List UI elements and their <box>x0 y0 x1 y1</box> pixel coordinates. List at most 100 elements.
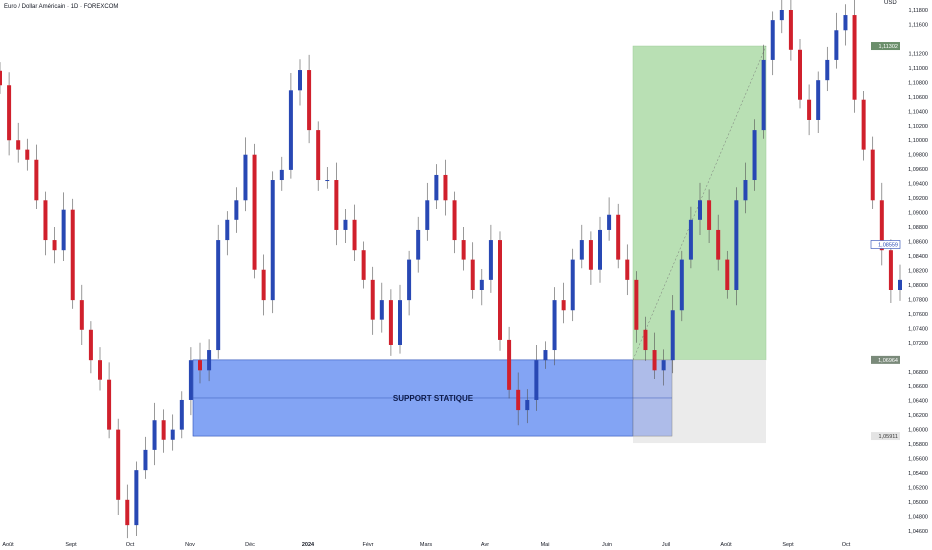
candle <box>870 136 875 209</box>
candle-body <box>661 360 666 371</box>
y-tick-label: 1,11000 <box>909 66 928 72</box>
candle <box>307 54 312 144</box>
y-tick-label: 1,09200 <box>908 196 928 202</box>
candle <box>443 159 448 216</box>
candle-body <box>579 240 584 260</box>
candle <box>661 349 666 386</box>
y-tick-label: 1,10400 <box>908 109 928 115</box>
candle <box>152 402 157 466</box>
candle-body <box>852 15 857 100</box>
candle <box>116 418 121 516</box>
candle <box>852 0 857 113</box>
candle-body <box>598 229 602 270</box>
candle <box>88 321 93 374</box>
candle <box>607 197 612 241</box>
candle-body <box>588 240 593 270</box>
candle-body <box>698 200 702 220</box>
y-tick-label: 1,09600 <box>908 167 928 173</box>
candle <box>252 143 257 279</box>
y-tick-label: 1,07800 <box>908 297 928 303</box>
candle-body <box>643 329 648 351</box>
candle <box>698 182 702 236</box>
candle-body <box>425 200 430 230</box>
candle <box>288 72 293 179</box>
candle <box>161 409 166 453</box>
candle <box>588 231 593 285</box>
candle-body <box>679 259 684 311</box>
candle <box>688 206 693 269</box>
candle <box>207 339 212 382</box>
x-tick-label: Oct <box>842 542 851 548</box>
candle <box>743 162 748 214</box>
current-price-label-bg <box>870 240 901 249</box>
candle-body <box>252 154 257 270</box>
price-axis: 1,11800 1,11600 1,11200 1,11000 1,10800 1,106… <box>908 8 928 535</box>
y-tick-label: 1,10200 <box>908 124 928 130</box>
candle-body <box>561 300 566 311</box>
candle <box>507 326 512 399</box>
candle-body <box>443 174 448 201</box>
candle <box>452 191 457 254</box>
candle-body <box>534 360 539 400</box>
candle <box>270 171 275 314</box>
candle-body <box>316 130 321 181</box>
candle-body <box>61 209 66 251</box>
y-tick-label: 1,11200 <box>909 51 928 57</box>
candle <box>898 264 902 301</box>
candle-body <box>898 279 902 290</box>
candle <box>43 191 48 256</box>
candle-body <box>725 259 730 290</box>
candle <box>143 436 148 479</box>
candle <box>561 282 566 324</box>
y-tick-label: 1,06400 <box>908 399 928 405</box>
candle <box>725 250 730 299</box>
y-tick-label: 1,06200 <box>908 413 928 419</box>
candle-body <box>352 219 357 251</box>
candle <box>70 198 75 309</box>
candle <box>525 389 530 424</box>
candle-body <box>7 85 12 141</box>
candle-body <box>43 200 48 241</box>
candle <box>407 250 412 316</box>
trade-path-line <box>632 45 767 360</box>
candle-body <box>361 250 366 280</box>
y-tick-label: 1,05600 <box>908 457 928 463</box>
candle <box>352 204 357 262</box>
y-tick-label: 1,09400 <box>908 182 928 188</box>
candle-body <box>716 229 721 260</box>
candle <box>888 239 893 304</box>
candle <box>816 71 821 133</box>
y-tick-label: 1,08400 <box>908 254 928 260</box>
y-tick-label: 1,10800 <box>908 80 928 86</box>
candle-body <box>188 360 193 400</box>
candle-body <box>370 279 375 320</box>
candle-body <box>743 180 748 201</box>
candle-body <box>479 279 484 290</box>
candle-body <box>788 10 793 50</box>
candle <box>261 254 266 316</box>
candle-body <box>334 180 339 230</box>
candle <box>716 214 721 271</box>
y-tick-label: 1,09000 <box>908 211 928 217</box>
candle <box>761 44 766 139</box>
candle-body <box>625 259 630 280</box>
candle-body <box>170 429 175 440</box>
candle-body <box>888 250 893 290</box>
candle-body <box>670 310 675 361</box>
candle <box>98 347 102 391</box>
candle-body <box>843 15 848 31</box>
candle-body <box>307 70 312 131</box>
y-tick-label: 1,06000 <box>908 428 928 434</box>
x-tick-label: Mars <box>420 542 432 548</box>
candle <box>216 224 221 359</box>
candle <box>570 248 575 322</box>
candle <box>825 46 830 92</box>
candle-body <box>298 70 302 91</box>
candle-body <box>616 214 621 260</box>
candle <box>234 187 239 233</box>
candle <box>579 224 584 269</box>
candle-body <box>543 350 548 361</box>
x-tick-label: Nov <box>185 542 195 548</box>
x-tick-label: Juin <box>602 542 612 548</box>
